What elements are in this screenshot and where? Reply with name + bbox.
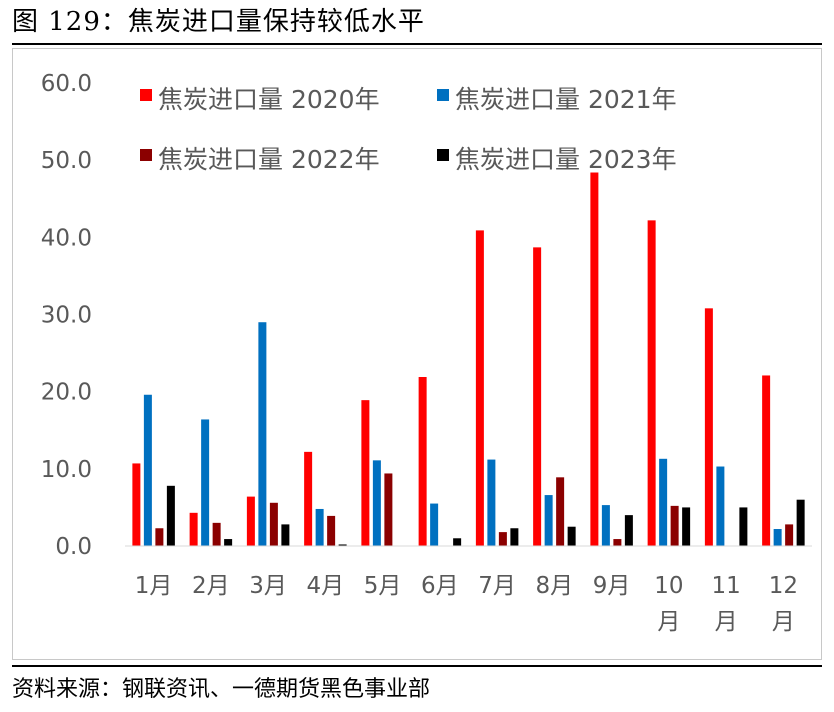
legend-label: 焦炭进口量 2020年: [158, 85, 380, 114]
x-tick-label: 6月: [421, 573, 459, 599]
bar-series-2-cat-2: [201, 419, 210, 546]
bar-series-1-cat-4: [304, 451, 313, 546]
source-note: 资料来源：钢联资讯、一德期货黑色事业部: [12, 677, 431, 702]
bar-series-2-cat-12: [773, 529, 782, 546]
bar-series-1-cat-12: [762, 375, 771, 546]
x-tick-label: 5月: [364, 573, 402, 599]
x-tick-label: 1月: [135, 573, 173, 599]
bar-series-4-cat-10: [682, 507, 691, 546]
x-axis-labels: 1月 2月 3月 4月 5月 6月 7月 8月 9月 10 月 11 月 12 月: [135, 573, 798, 635]
bar-series-2-cat-4: [315, 508, 324, 546]
bar-series-4-cat-7: [510, 528, 519, 546]
legend-swatch: [140, 149, 152, 161]
legend-swatch: [140, 89, 152, 101]
x-tick-label: 2月: [192, 573, 230, 599]
bar-series-4-cat-8: [567, 526, 576, 546]
figure-title: 图 129：焦炭进口量保持较低水平: [12, 7, 425, 37]
bar-series-2-cat-7: [487, 459, 496, 546]
legend-label: 焦炭进口量 2023年: [455, 145, 677, 174]
y-axis: 0.0 10.0 20.0 30.0 40.0 50.0 60.0: [41, 71, 92, 560]
x-tick-label: 12 月: [769, 573, 798, 635]
top-rule: [12, 43, 822, 45]
bar-series-1-cat-5: [361, 400, 370, 546]
bar-series-2-cat-1: [143, 394, 152, 546]
bar-series-4-cat-11: [739, 507, 748, 546]
bar-series-2-cat-3: [258, 322, 267, 546]
bar-series-1-cat-8: [533, 247, 542, 546]
legend-swatch: [437, 149, 449, 161]
x-tick-label: 8月: [536, 573, 574, 599]
bar-series-1-cat-2: [189, 512, 198, 546]
bars: [132, 172, 805, 547]
bar-series-3-cat-4: [327, 515, 336, 546]
bar-series-3-cat-3: [269, 502, 278, 546]
bar-series-2-cat-5: [372, 460, 381, 546]
bar-series-2-cat-10: [659, 458, 668, 546]
bar-series-2-cat-9: [601, 505, 610, 546]
bar-series-3-cat-2: [212, 522, 221, 546]
y-tick-label: 0.0: [55, 534, 92, 560]
bar-series-1-cat-1: [132, 463, 141, 546]
bar-series-1-cat-11: [704, 308, 713, 546]
bar-series-3-cat-10: [670, 505, 679, 546]
y-tick-label: 40.0: [41, 225, 92, 251]
legend-swatch: [437, 89, 449, 101]
bar-series-3-cat-7: [498, 532, 507, 546]
legend-label: 焦炭进口量 2022年: [158, 145, 380, 174]
x-tick-label: 3月: [249, 573, 287, 599]
y-tick-label: 30.0: [41, 303, 92, 329]
bar-chart: 0.0 10.0 20.0 30.0 40.0 50.0 60.0 1月 2月 3月 4月 5月 6月…: [12, 48, 822, 660]
plot-frame: [12, 48, 822, 660]
bar-series-4-cat-3: [281, 524, 290, 546]
bar-series-3-cat-9: [613, 539, 622, 546]
bar-series-2-cat-11: [716, 466, 725, 546]
x-tick-label: 4月: [307, 573, 345, 599]
bar-series-1-cat-3: [246, 496, 255, 546]
bar-series-4-cat-6: [453, 538, 462, 546]
legend-label: 焦炭进口量 2021年: [455, 85, 677, 114]
y-tick-label: 10.0: [41, 457, 92, 483]
bar-series-1-cat-10: [647, 220, 656, 547]
x-tick-label: 9月: [593, 573, 631, 599]
bar-series-4-cat-12: [796, 499, 805, 546]
y-tick-label: 60.0: [41, 71, 92, 97]
bar-series-1-cat-6: [418, 377, 427, 546]
bar-series-2-cat-8: [544, 495, 553, 546]
bar-series-1-cat-7: [475, 230, 484, 546]
bar-series-3-cat-8: [556, 477, 565, 546]
bar-series-4-cat-4: [338, 544, 347, 546]
bar-series-4-cat-9: [624, 515, 633, 546]
bar-series-3-cat-5: [384, 473, 393, 546]
x-tick-label: 7月: [478, 573, 516, 599]
bar-series-3-cat-12: [785, 524, 794, 546]
y-tick-label: 50.0: [41, 148, 92, 174]
bar-series-1-cat-9: [590, 172, 599, 546]
x-tick-label: 10 月: [654, 573, 683, 635]
bottom-rule: [12, 665, 822, 667]
bar-series-2-cat-6: [430, 503, 439, 546]
bar-series-4-cat-1: [166, 485, 175, 546]
bar-series-3-cat-1: [155, 528, 164, 546]
y-tick-label: 20.0: [41, 380, 92, 406]
bar-series-4-cat-2: [224, 539, 233, 546]
x-tick-label: 11 月: [711, 573, 740, 635]
